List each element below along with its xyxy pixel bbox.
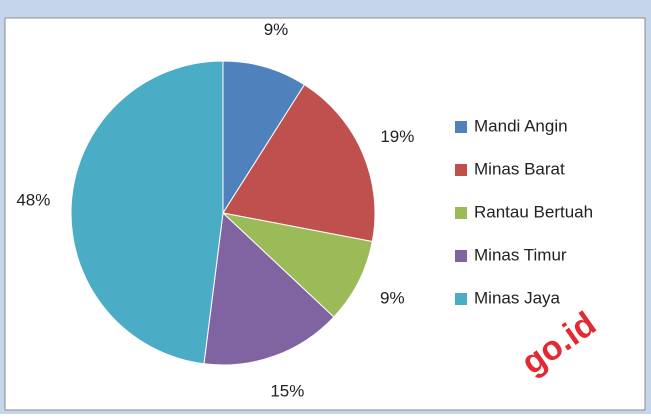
pie-slice: [222, 60, 306, 215]
legend-label: Minas Barat: [474, 159, 565, 178]
legend-swatch: [455, 121, 467, 133]
pie-slice: [203, 211, 335, 366]
pie-slice: [70, 60, 224, 365]
legend-label: Minas Jaya: [474, 288, 561, 307]
pie-slice: [221, 212, 373, 318]
pie-slice: [222, 83, 376, 243]
legend-label: Mandi Angin: [474, 116, 568, 135]
legend-swatch: [455, 207, 467, 219]
legend-swatch: [455, 293, 467, 305]
data-label: 19%: [380, 127, 414, 146]
data-label: 9%: [380, 289, 405, 308]
legend-label: Rantau Bertuah: [474, 202, 593, 221]
legend-label: Minas Timur: [474, 245, 567, 264]
legend-swatch: [455, 250, 467, 262]
data-label: 48%: [16, 191, 50, 210]
data-label: 15%: [270, 381, 304, 400]
data-label: 9%: [264, 20, 289, 39]
legend-swatch: [455, 164, 467, 176]
